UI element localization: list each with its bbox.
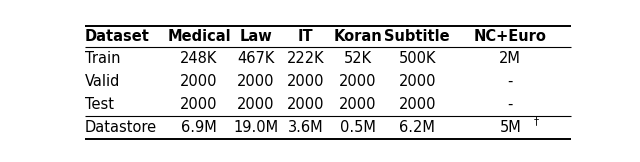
Text: Subtitle: Subtitle [385, 29, 450, 44]
Text: Valid: Valid [85, 74, 120, 89]
Text: 6.2M: 6.2M [399, 120, 435, 135]
Text: 2000: 2000 [237, 74, 275, 89]
Text: 2000: 2000 [237, 97, 275, 112]
Text: 500K: 500K [399, 51, 436, 66]
Text: Train: Train [85, 51, 120, 66]
Text: Test: Test [85, 97, 114, 112]
Text: 2000: 2000 [339, 74, 376, 89]
Text: Medical: Medical [167, 29, 231, 44]
Text: -: - [508, 74, 513, 89]
Text: Datastore: Datastore [85, 120, 157, 135]
Text: 2000: 2000 [339, 97, 376, 112]
Text: Koran: Koran [333, 29, 382, 44]
Text: 2000: 2000 [399, 97, 436, 112]
Text: †: † [534, 116, 540, 126]
Text: 6.9M: 6.9M [181, 120, 217, 135]
Text: 3.6M: 3.6M [288, 120, 323, 135]
Text: -: - [508, 97, 513, 112]
Text: Law: Law [240, 29, 273, 44]
Text: 2000: 2000 [180, 97, 218, 112]
Text: 2000: 2000 [399, 74, 436, 89]
Text: 222K: 222K [287, 51, 324, 66]
Text: 2000: 2000 [180, 74, 218, 89]
Text: 248K: 248K [180, 51, 218, 66]
Text: IT: IT [298, 29, 314, 44]
Text: 2M: 2M [499, 51, 521, 66]
Text: 2000: 2000 [287, 97, 324, 112]
Text: 467K: 467K [237, 51, 275, 66]
Text: 0.5M: 0.5M [340, 120, 376, 135]
Text: NC+Euro: NC+Euro [474, 29, 547, 44]
Text: 52K: 52K [344, 51, 372, 66]
Text: 19.0M: 19.0M [234, 120, 278, 135]
Text: Dataset: Dataset [85, 29, 150, 44]
Text: 2000: 2000 [287, 74, 324, 89]
Text: 5M: 5M [499, 120, 521, 135]
